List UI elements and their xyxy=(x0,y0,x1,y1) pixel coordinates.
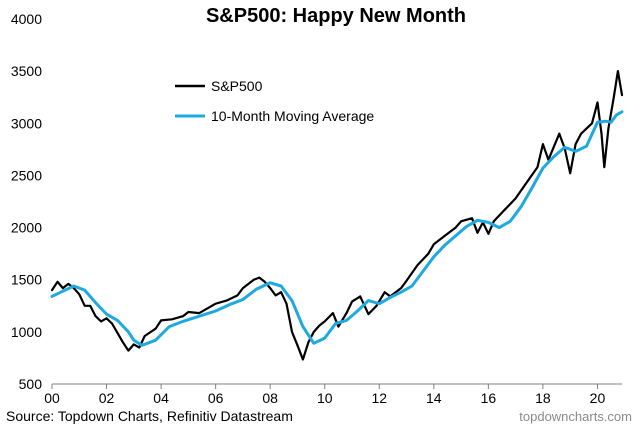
x-tick-label: 10 xyxy=(317,390,333,406)
series-line-sp500 xyxy=(50,69,624,361)
legend: S&P500 10-Month Moving Average xyxy=(175,78,374,124)
x-tick-label: 14 xyxy=(426,390,442,406)
x-tick-label: 06 xyxy=(208,390,224,406)
x-tick-label: 18 xyxy=(535,390,551,406)
x-tick-label: 04 xyxy=(153,390,169,406)
y-tick-label: 1000 xyxy=(11,324,42,340)
axes: 500 1000 1500 2000 2500 3000 3500 4000 00 02 04 06 0… xyxy=(11,11,622,406)
y-tick-label: 3000 xyxy=(11,115,42,131)
x-tick-label: 00 xyxy=(44,390,60,406)
x-tick-label: 16 xyxy=(481,390,497,406)
legend-label-moving-average: 10-Month Moving Average xyxy=(211,108,374,124)
y-tick-label: 3500 xyxy=(11,63,42,79)
plot-area xyxy=(50,69,624,361)
y-tick-label: 2000 xyxy=(11,220,42,236)
legend-label-sp500: S&P500 xyxy=(211,78,263,94)
brand-watermark: topdowncharts.com xyxy=(519,409,632,424)
y-tick-label: 1500 xyxy=(11,272,42,288)
x-tick-label: 12 xyxy=(371,390,387,406)
source-note: Source: Topdown Charts, Refinitiv Datast… xyxy=(6,408,293,424)
y-tick-label: 500 xyxy=(19,376,43,392)
series-line-moving-average xyxy=(50,110,624,347)
x-tick-label: 08 xyxy=(262,390,278,406)
y-tick-label: 4000 xyxy=(11,11,42,27)
x-tick-label: 02 xyxy=(99,390,115,406)
x-tick-label: 20 xyxy=(590,390,606,406)
chart-title: S&P500: Happy New Month xyxy=(206,5,466,27)
y-tick-label: 2500 xyxy=(11,167,42,183)
